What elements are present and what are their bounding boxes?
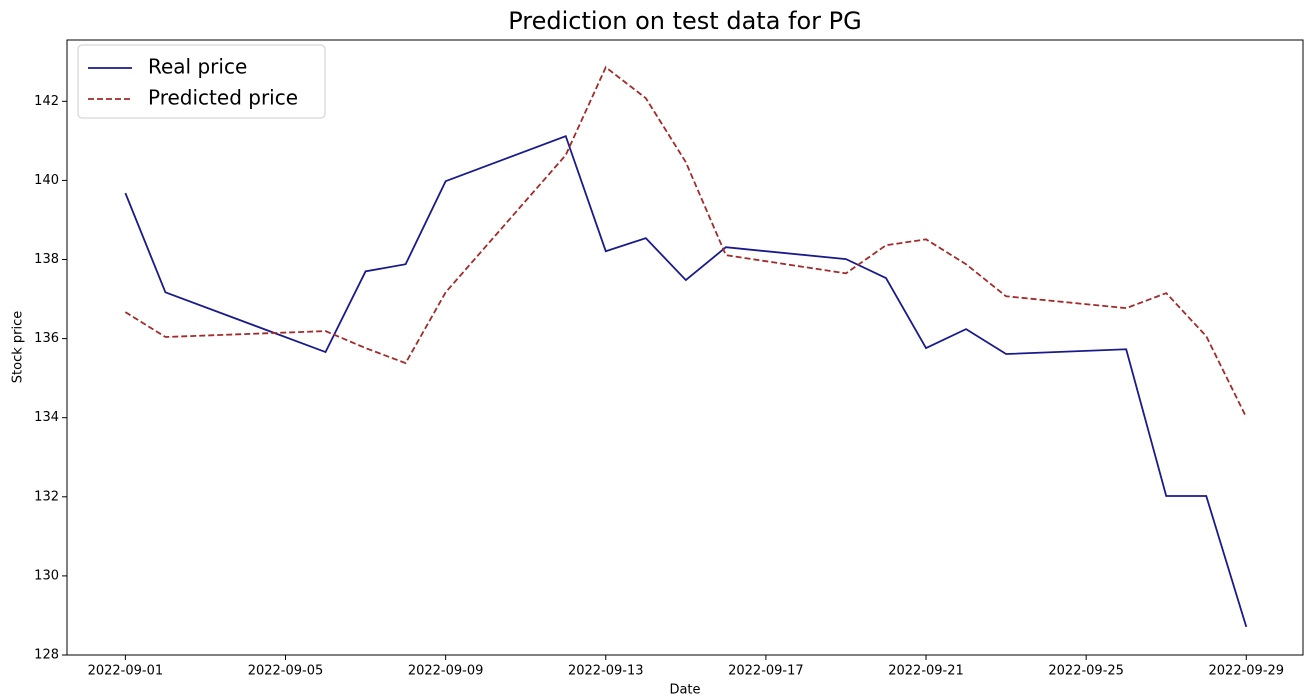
y-tick-label: 134 [34, 410, 59, 425]
x-tick-label: 2022-09-13 [568, 664, 644, 679]
x-tick-label: 2022-09-09 [408, 664, 484, 679]
series-line [124, 65, 1248, 418]
series-line [124, 134, 1248, 628]
x-tick-label: 2022-09-01 [88, 664, 164, 679]
legend-label: Real price [148, 55, 247, 79]
y-tick-label: 130 [34, 568, 59, 583]
legend-box [77, 44, 326, 119]
y-tick-label: 140 [34, 173, 59, 188]
x-tick-label: 2022-09-21 [888, 664, 964, 679]
x-tick-label: 2022-09-25 [1048, 664, 1124, 679]
y-tick-label: 136 [34, 331, 59, 346]
y-tick-label: 132 [34, 489, 59, 504]
x-tick-label: 2022-09-17 [728, 664, 804, 679]
chart-title: Prediction on test data for PG [508, 7, 861, 35]
y-tick-label: 128 [34, 648, 59, 663]
legend-label: Predicted price [148, 86, 298, 110]
y-axis-label: Stock price [11, 311, 26, 383]
y-tick-label: 142 [34, 94, 59, 109]
x-tick-label: 2022-09-29 [1209, 664, 1285, 679]
x-tick-label: 2022-09-05 [248, 664, 324, 679]
x-axis-label: Date [669, 683, 700, 698]
plot-frame [66, 39, 1304, 656]
y-tick-label: 138 [34, 252, 59, 267]
